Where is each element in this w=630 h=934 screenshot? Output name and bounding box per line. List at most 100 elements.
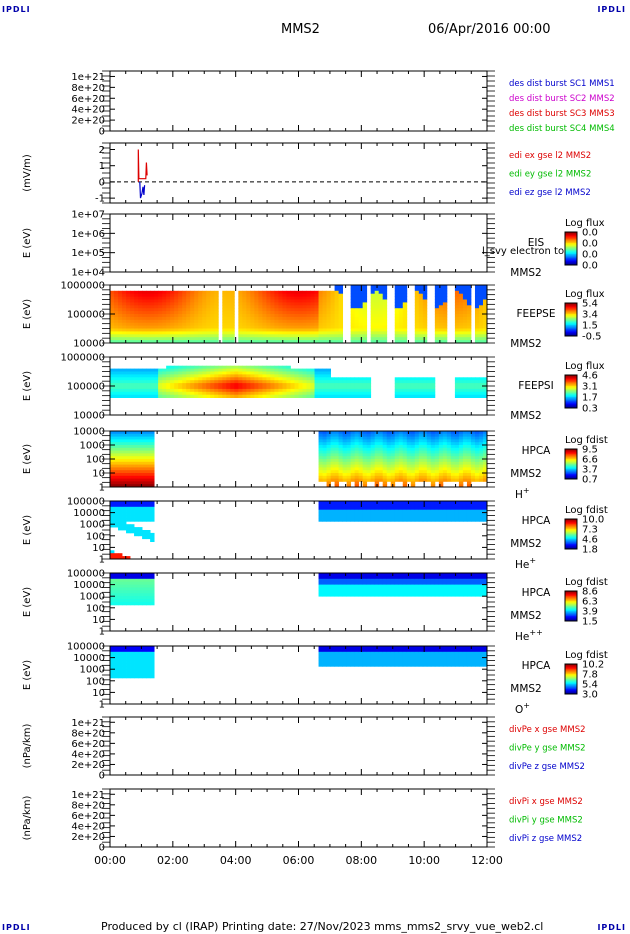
feepsi-cell (270, 368, 275, 372)
hpca_hepp-cell (482, 593, 488, 597)
feepse-cell (350, 337, 356, 341)
feepse-cell (226, 290, 231, 295)
feepse-cell (442, 299, 448, 303)
hpca_h-cell (138, 439, 143, 443)
hpca_h-cell (458, 470, 464, 474)
feepse-cell (178, 293, 183, 297)
hpca_h-cell (118, 470, 123, 474)
hpca_he-colorbar-cell (565, 539, 577, 541)
eis-colorbar-cell (565, 240, 577, 243)
feepsi-cell (410, 391, 416, 396)
hpca_h-colorbar-cell (565, 454, 577, 456)
feepsi-cell (274, 394, 279, 398)
feepse-cell (114, 319, 119, 324)
hpca_hepp-cell (118, 587, 123, 591)
hpca_h-cell (130, 447, 135, 451)
feepse-cell (282, 299, 287, 303)
hpca_h-cell (390, 447, 396, 451)
feepsi-cell (154, 394, 159, 398)
feepsi-cell (230, 391, 235, 396)
feepse-cell (110, 293, 115, 297)
feepse-cell (130, 325, 135, 329)
feepse-cell (138, 302, 143, 306)
feepse-cell (338, 337, 344, 341)
feepse-cell (126, 340, 131, 344)
hpca_h-cell (350, 431, 356, 435)
feepse-cell (314, 299, 319, 303)
feepse-cell (214, 305, 219, 309)
feepsi-cell (234, 380, 239, 384)
feepse-cell (242, 319, 247, 324)
feepse-cell (290, 311, 295, 315)
feepse-cell (458, 302, 464, 306)
feepse-cell (138, 337, 143, 341)
feepse-cell (110, 334, 115, 338)
hpca_hepp-cell (422, 593, 428, 597)
hpca_h-cell (414, 436, 420, 440)
hpca_h-cell (366, 470, 372, 474)
feepsi-cell (470, 394, 476, 398)
feepse-cell (230, 302, 235, 306)
hpca_hepp-cell (330, 573, 335, 577)
hpca_h-cell (358, 447, 364, 451)
feepsi-cell (158, 383, 163, 387)
hpca_he-cell (430, 506, 436, 511)
hpca_he-cell (318, 506, 323, 511)
hpca_h-cell (418, 473, 424, 477)
hpca_he-cell (458, 501, 464, 505)
hpca_hepp-cell (334, 587, 340, 591)
feepse-cell (258, 311, 263, 315)
hpca_h-colorbar-cell (565, 450, 577, 452)
hpca_hepp-cell (122, 602, 127, 606)
hpca_h-cell (414, 475, 420, 479)
hpca_he-cell (470, 512, 476, 516)
hpca_he-cell (322, 509, 327, 513)
feepse-cell (162, 331, 167, 335)
feepsi-cell (206, 386, 211, 390)
feepsi-cell (270, 374, 275, 378)
feepse-cell (338, 311, 344, 315)
hpca_h-cell (322, 467, 327, 471)
feepse-cell (202, 325, 207, 329)
hpca_he-cell (474, 515, 480, 519)
hpca_hepp-cell (474, 578, 480, 583)
feepse-cell (206, 322, 211, 326)
feepse-cell (394, 314, 400, 318)
feepsi-cell (358, 380, 364, 384)
hpca_hepp-cell (378, 581, 384, 585)
hpca_hepp-cell (150, 581, 155, 585)
hpca_h-cell (474, 439, 480, 443)
feepsi-cell (322, 383, 327, 387)
feepsi-cell (110, 368, 115, 372)
hpca_h-cell (482, 442, 488, 446)
feepse-cell (378, 285, 384, 289)
feepsi-cell (342, 380, 348, 384)
hpca_he-cell (442, 509, 448, 513)
feepsi-cell (186, 377, 191, 381)
hpca_he-cell (450, 503, 456, 508)
feepse-cell (150, 311, 155, 315)
feepsi-cell (410, 388, 416, 393)
feepse-cell (370, 322, 376, 326)
hpca_h-cell (114, 447, 119, 451)
hpca_h-cell (334, 467, 340, 471)
feepse-cell (238, 340, 243, 344)
hpca_h-cell (418, 439, 424, 443)
dist-ytick-label: 4e+20 (71, 105, 105, 116)
hpca_hepp-cell (414, 578, 420, 583)
feepse-cell (138, 322, 143, 326)
feepsi-cell (214, 368, 219, 372)
feepsi-cell (114, 391, 119, 396)
feepse-cell (462, 290, 468, 295)
feepse-cell (330, 311, 335, 315)
hpca_he-cell (458, 509, 464, 513)
feepse-cell (222, 308, 227, 312)
hpca_h-cell (142, 470, 147, 474)
hpca_hepp-cell (458, 587, 464, 591)
hpca_h-cell (434, 461, 440, 465)
feepsi-cell (226, 394, 231, 398)
hpca_h-cell (142, 464, 147, 468)
feepse-cell (226, 331, 231, 335)
hpca_h-cell (142, 478, 147, 482)
feepse-cell (434, 302, 440, 306)
